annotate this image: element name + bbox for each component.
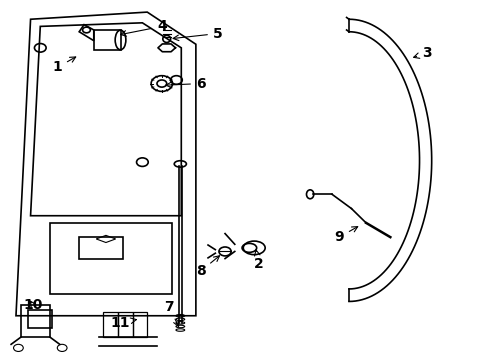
Text: 1: 1	[52, 57, 76, 75]
Text: 6: 6	[165, 77, 205, 91]
Text: 3: 3	[413, 46, 431, 60]
Text: 4: 4	[121, 19, 166, 36]
Text: 11: 11	[111, 316, 136, 330]
Text: 8: 8	[196, 256, 219, 278]
Text: 5: 5	[173, 27, 222, 41]
Text: 9: 9	[334, 227, 357, 244]
Text: 10: 10	[23, 298, 42, 312]
Text: 2: 2	[254, 250, 264, 271]
Text: 7: 7	[164, 300, 178, 327]
